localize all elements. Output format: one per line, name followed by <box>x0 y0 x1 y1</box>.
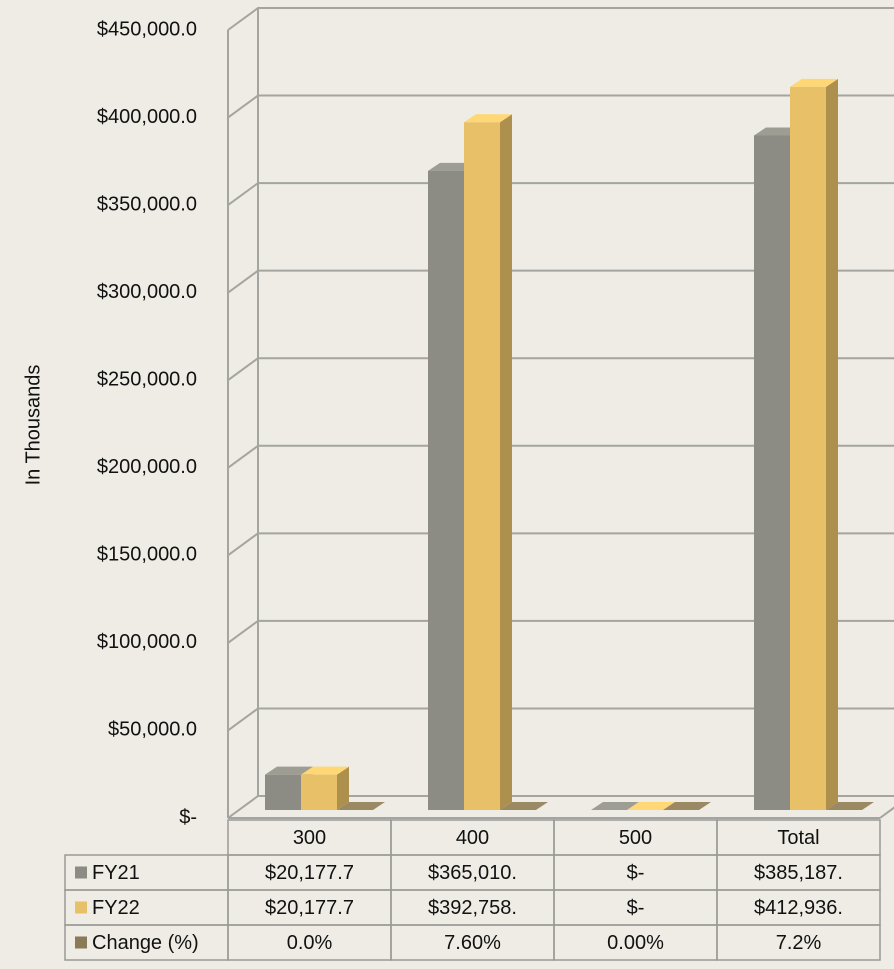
grid-line <box>227 182 894 206</box>
y-tick-label: $300,000.0 <box>97 281 197 303</box>
floor-edge <box>879 806 894 819</box>
grid-line <box>227 619 894 644</box>
y-tick-label: $250,000.0 <box>97 369 197 391</box>
data-label: 0.00% <box>607 932 664 954</box>
table-cell <box>716 924 881 961</box>
legend-swatch <box>75 936 87 949</box>
legend-swatch <box>75 866 87 879</box>
y-tick-label: $400,000.0 <box>97 106 197 128</box>
data-label: $412,936. <box>754 897 843 919</box>
data-label: $- <box>627 897 645 919</box>
bar-top <box>464 114 512 123</box>
x-tick-label: Total <box>777 827 819 849</box>
bar-top <box>591 802 639 810</box>
bar-top <box>265 766 313 775</box>
bar <box>428 170 464 811</box>
legend-label: FY21 <box>92 862 140 884</box>
data-label: $392,758. <box>428 897 517 919</box>
y-axis-label: In Thousands <box>22 365 44 486</box>
y-tick-label: $100,000.0 <box>97 631 197 653</box>
y-tick-label: $50,000.0 <box>108 719 197 741</box>
legend-label: Change (%) <box>92 932 199 954</box>
x-tick-label: 400 <box>456 827 489 849</box>
grid-line <box>227 532 894 557</box>
grid-line <box>227 795 894 819</box>
data-label: $20,177.7 <box>265 862 354 884</box>
bar-side <box>862 801 874 810</box>
bar-top <box>790 78 838 87</box>
bar <box>790 86 826 810</box>
data-label: $365,010. <box>428 862 517 884</box>
bar-top <box>500 801 548 810</box>
y-tick-label: $450,000.0 <box>97 18 197 40</box>
bar-top <box>301 766 349 775</box>
y-tick-label: $350,000.0 <box>97 193 197 215</box>
x-tick-label: 500 <box>619 827 652 849</box>
grid-line <box>227 444 894 469</box>
grid-line <box>227 357 894 382</box>
bar <box>301 774 337 810</box>
bar-top <box>627 802 675 810</box>
bar <box>754 135 790 811</box>
bar-side <box>500 114 512 810</box>
grid-line <box>227 707 894 732</box>
data-label: 7.2% <box>776 932 822 954</box>
data-label: $- <box>627 862 645 884</box>
data-label: $385,187. <box>754 862 843 884</box>
bar-side <box>826 78 838 810</box>
legend-swatch <box>75 901 87 914</box>
table-cell <box>64 854 229 891</box>
bar-side <box>536 801 548 810</box>
data-label: 0.0% <box>287 932 333 954</box>
legend-label: FY22 <box>92 897 140 919</box>
bar-top <box>663 802 711 810</box>
grid-line <box>227 94 894 119</box>
x-tick-label: 300 <box>293 827 326 849</box>
grid-line <box>227 7 894 31</box>
data-label: $20,177.7 <box>265 897 354 919</box>
grid-line <box>227 269 894 294</box>
table-cell <box>64 889 229 926</box>
y-tick-label: $150,000.0 <box>97 544 197 566</box>
bar-side <box>337 766 349 810</box>
bar <box>265 774 301 810</box>
bar-top <box>826 801 874 810</box>
y-tick-label: $200,000.0 <box>97 456 197 478</box>
data-label: 7.60% <box>444 932 501 954</box>
bar-top <box>337 802 385 810</box>
y-tick-label: $- <box>179 806 197 828</box>
bar <box>464 122 500 810</box>
